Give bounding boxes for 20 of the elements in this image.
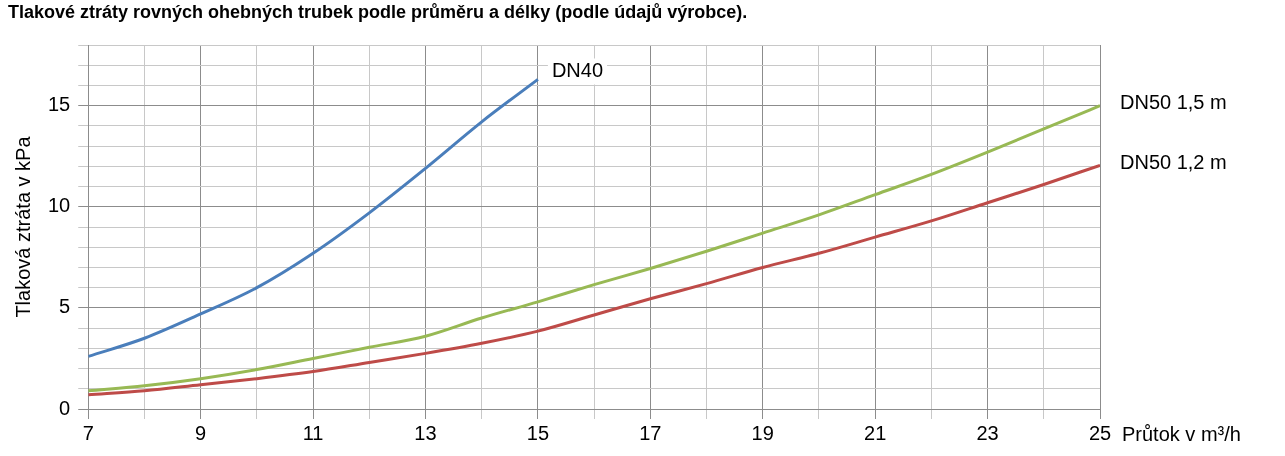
y-tick-label: 0 <box>59 396 71 419</box>
y-tick-label: 10 <box>48 194 71 217</box>
y-tick-label: 5 <box>59 295 71 318</box>
x-tick-label: 23 <box>976 421 999 444</box>
chart-title: Tlakové ztráty rovných ohebných trubek podle průměru a délky (podle údajů výrobce). <box>7 1 749 24</box>
x-tick-label: 25 <box>1088 421 1112 444</box>
x-tick-label: 13 <box>414 421 437 444</box>
series-label: DN50 1,2 m <box>1120 150 1227 173</box>
x-tick-label: 19 <box>751 421 774 444</box>
y-axis-title: Tlaková ztráta v kPa <box>11 135 34 318</box>
x-tick-label: 7 <box>82 421 94 444</box>
x-tick-label: 21 <box>864 421 887 444</box>
x-axis-title: Průtok v m³/h <box>1122 422 1241 445</box>
x-tick-label: 11 <box>302 421 324 444</box>
x-tick-label: 9 <box>195 421 207 444</box>
x-tick-label: 15 <box>526 421 550 444</box>
x-tick-label: 17 <box>639 421 662 444</box>
y-tick-label: 15 <box>48 93 71 116</box>
series-label: DN50 1,5 m <box>1120 91 1227 114</box>
series-label: DN40 <box>551 58 604 81</box>
